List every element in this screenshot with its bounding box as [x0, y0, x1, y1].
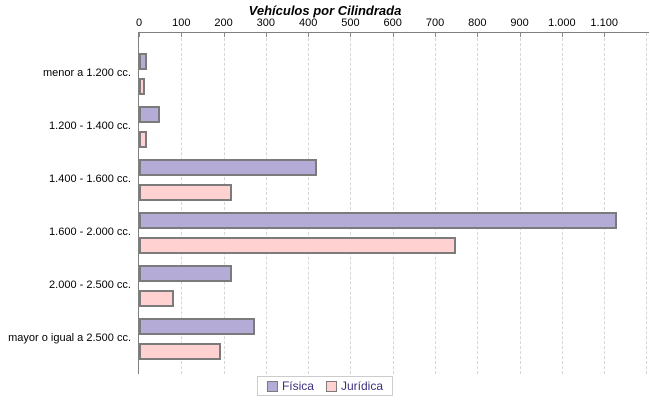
legend-swatch-icon [266, 380, 278, 392]
gridline [477, 33, 479, 374]
gridline [265, 33, 267, 374]
x-axis-tick [604, 33, 606, 37]
x-axis-tick-label: 0 [135, 17, 143, 29]
gridline [519, 33, 521, 374]
category-label: 2.000 - 2.500 cc. [49, 279, 131, 291]
bar-fisica [139, 106, 161, 123]
gridline [604, 33, 606, 374]
bar-juridica [139, 184, 233, 201]
x-axis-tick-label: 700 [425, 17, 445, 29]
x-axis-tick [308, 33, 310, 37]
legend-item: Física [266, 379, 314, 393]
bar-fisica [139, 265, 233, 282]
x-axis-tick-label: 500 [341, 17, 360, 29]
gridline [561, 33, 563, 374]
gridline [435, 33, 437, 374]
bar-juridica [139, 131, 148, 148]
chart-title: Vehículos por Cilindrada [248, 3, 402, 18]
category-label: 1.200 - 1.400 cc. [49, 120, 131, 132]
bar-fisica [139, 318, 256, 335]
bar-juridica [139, 290, 174, 307]
category-label: 1.600 - 2.000 cc. [49, 226, 131, 238]
bar-fisica [139, 212, 617, 229]
legend-label: Física [281, 379, 314, 393]
bar-juridica [139, 78, 146, 95]
x-axis-tick-label: 800 [468, 17, 487, 29]
x-axis-tick [477, 33, 479, 37]
legend: Física Jurídica [256, 376, 394, 396]
x-axis-tick-label: 100 [172, 17, 191, 29]
x-axis-tick-label: 900 [510, 17, 529, 29]
x-axis-tick-label: 300 [256, 17, 276, 29]
gridline [181, 33, 183, 374]
legend-item: Jurídica [325, 379, 384, 393]
x-axis-tick [435, 33, 437, 37]
x-axis-tick-label: 1.100 [590, 17, 618, 29]
bar-juridica [139, 237, 457, 254]
x-axis-tick [139, 33, 140, 37]
x-axis-tick-label: 400 [298, 17, 318, 29]
legend-swatch-icon [325, 380, 337, 392]
plot-area: 0 100 200 300 400 500 600 700 800 900 1.000 1.100 [136, 17, 649, 374]
x-axis-tick [265, 33, 267, 37]
x-axis-tick [392, 33, 394, 37]
x-axis-tick [181, 33, 183, 37]
x-axis-tick-label: 1.000 [548, 17, 576, 29]
category-label: 1.400 - 1.600 cc. [49, 173, 131, 185]
gridline [223, 33, 225, 374]
bar-fisica [139, 159, 317, 176]
x-axis-tick [561, 33, 563, 37]
category-label: menor a 1.200 cc. [42, 67, 131, 79]
x-axis-tick [223, 33, 225, 37]
x-axis-tick-label: 600 [383, 17, 402, 29]
gridline [646, 33, 648, 374]
category-label: mayor o igual a 2.500 cc. [8, 332, 131, 344]
bar-fisica [139, 53, 148, 70]
gridline [392, 33, 394, 374]
gridline [350, 33, 352, 374]
x-axis-tick-label: 200 [214, 17, 233, 29]
x-axis-tick [350, 33, 352, 37]
legend-label: Jurídica [340, 379, 384, 393]
x-axis-tick [519, 33, 521, 37]
gridline [308, 33, 310, 374]
bar-juridica [139, 343, 222, 360]
